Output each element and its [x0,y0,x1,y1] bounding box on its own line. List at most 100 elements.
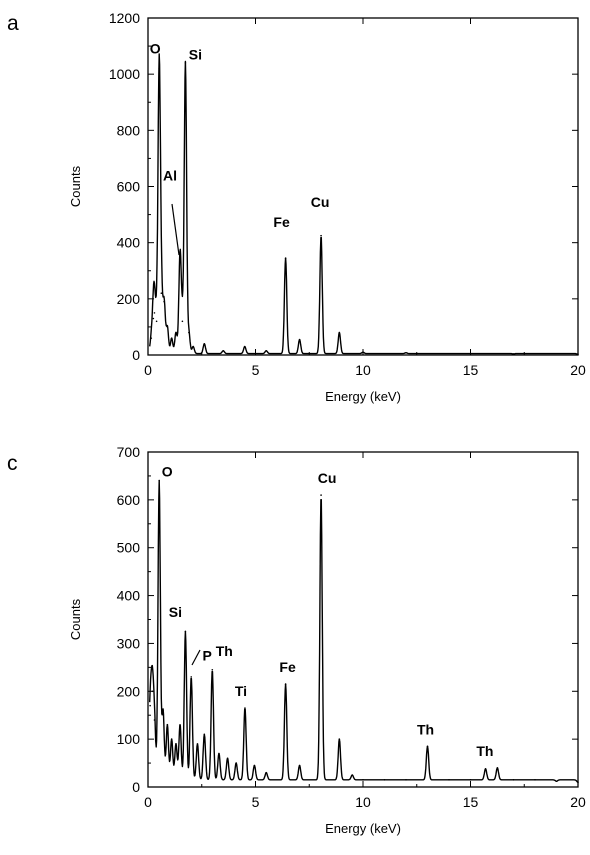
plot-frame [147,17,579,356]
data-point [149,704,151,707]
data-point [152,317,155,320]
y-tick-label: 0 [132,347,140,363]
data-point [153,719,156,721]
data-point [362,779,364,781]
data-point [265,771,268,774]
y-tick-label: 400 [117,588,141,604]
data-point [184,630,187,633]
data-point [166,326,169,328]
peak-label: Si [169,604,182,620]
data-point [158,67,160,70]
y-tick-label: 0 [132,779,140,795]
y-tick-label: 400 [117,235,141,251]
plot-frame [147,451,579,788]
data-point [196,743,199,745]
peak-label: Th [476,743,493,759]
data-point [155,320,158,323]
peak-label: Fe [273,214,290,230]
data-point [253,764,256,767]
data-point [163,300,165,303]
data-point [160,292,163,295]
data-point [577,353,579,355]
x-tick-label: 20 [570,794,586,810]
x-axis-label: Energy (keV) [325,389,401,404]
data-point [405,779,407,781]
x-axis-label: Energy (keV) [325,821,401,836]
data-point [320,234,322,237]
peak-label: Ti [235,683,247,699]
data-point [170,337,173,339]
data-point [203,733,206,736]
y-tick-label: 1000 [109,66,140,82]
data-point [284,683,287,685]
data-point [338,331,341,334]
y-tick-label: 500 [117,540,141,556]
peak-label: Al [163,168,177,184]
data-point [190,676,193,678]
data-point [320,494,322,496]
data-point [496,767,499,769]
data-point [175,743,177,745]
data-point [175,331,177,334]
data-point [184,62,187,64]
data-point [362,351,364,353]
data-point [166,723,169,726]
peak-label: O [162,464,173,480]
spectrum-line [149,479,579,783]
x-tick-label: 0 [144,794,152,810]
y-tick-label: 100 [117,731,141,747]
leader-line [171,203,180,256]
data-point [512,779,515,781]
data-point [243,345,246,348]
data-point [181,320,184,323]
data-point [158,479,160,482]
data-point [179,723,181,726]
y-tick-label: 600 [117,492,141,508]
x-tick-label: 0 [144,362,152,378]
x-tick-label: 20 [570,362,586,378]
data-point [170,738,173,740]
data-point [484,768,487,770]
data-point [153,312,156,314]
data-point [151,690,154,693]
data-point [469,352,472,355]
data-point [226,757,229,760]
data-point [469,779,472,781]
data-point [265,349,268,352]
data-point [555,780,558,783]
x-tick-label: 5 [252,794,260,810]
data-point [383,779,386,781]
peak-label: O [150,41,161,57]
y-tick-label: 200 [117,291,141,307]
y-tick-label: 700 [117,444,141,460]
x-tick-label: 10 [355,362,371,378]
peak-label: Cu [311,194,330,210]
data-point [512,353,515,355]
y-tick-label: 600 [117,179,141,195]
data-point [218,752,220,755]
peak-label: Si [189,46,202,62]
x-tick-label: 10 [355,794,371,810]
data-point [298,764,301,767]
peak-label: Cu [318,470,337,486]
x-tick-label: 15 [463,794,479,810]
data-point [192,345,194,348]
y-tick-label: 200 [117,683,141,699]
data-point [211,668,214,671]
data-point [577,781,579,784]
data-point [203,342,206,345]
y-tick-label: 1200 [109,10,140,26]
data-point [244,707,246,709]
data-point [162,709,164,712]
y-tick-label: 800 [117,122,141,138]
data-point [188,331,190,334]
data-point [426,745,429,748]
data-point [284,257,287,259]
data-point [235,762,237,764]
data-point [351,774,354,776]
peak-label: P [203,648,212,664]
data-point [150,337,153,339]
y-tick-label: 300 [117,635,141,651]
